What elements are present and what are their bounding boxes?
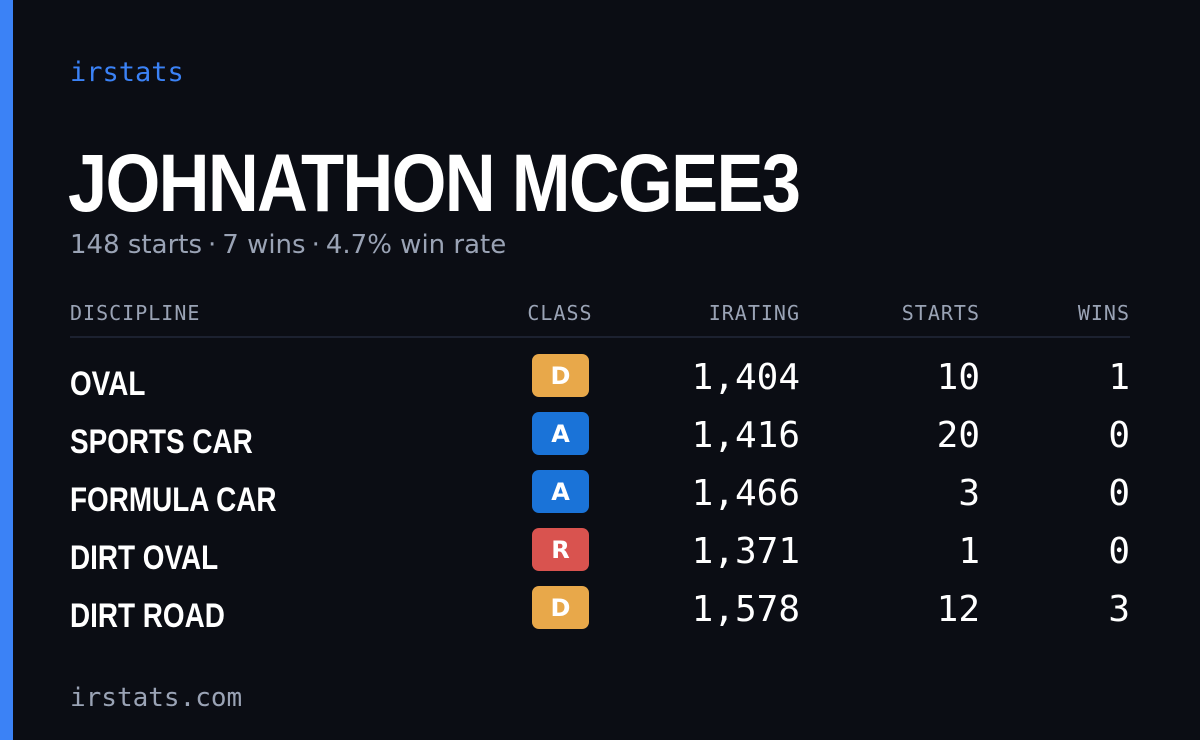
table-row: SPORTS CAR A 1,416 20 0 [0, 408, 1200, 466]
class-badge: R [532, 528, 589, 571]
accent-bar [0, 0, 13, 740]
header-divider [70, 336, 1130, 338]
table-row: OVAL D 1,404 10 1 [0, 350, 1200, 408]
discipline-name: OVAL [70, 365, 146, 403]
discipline-table: OVAL D 1,404 10 1 SPORTS CAR A 1,416 20 … [0, 350, 1200, 640]
discipline-name: DIRT ROAD [70, 597, 225, 635]
table-row: DIRT ROAD D 1,578 12 3 [0, 582, 1200, 640]
separator: · [208, 230, 217, 260]
header-discipline: DISCIPLINE [70, 301, 201, 325]
starts-value: 1 [958, 531, 980, 572]
driver-summary: 148 starts · 7 wins · 4.7% win rate [70, 228, 506, 262]
table-row: DIRT OVAL R 1,371 1 0 [0, 524, 1200, 582]
class-badge: A [532, 412, 589, 455]
header-starts: STARTS [901, 301, 980, 325]
wins-value: 0 [1108, 531, 1130, 572]
wins-value: 1 [1108, 357, 1130, 398]
brand-logo[interactable]: irstats [70, 57, 184, 88]
footer-url[interactable]: irstats.com [70, 683, 243, 713]
irating-value: 1,371 [691, 531, 800, 572]
class-badge: D [532, 586, 589, 629]
header-class: CLASS [527, 301, 593, 325]
wins-value: 3 [1108, 589, 1130, 630]
starts-value: 20 [936, 415, 980, 456]
driver-name: JOHNATHON MCGEE3 [68, 138, 801, 229]
header-wins: WINS [1077, 301, 1130, 325]
starts-value: 12 [936, 589, 980, 630]
wins-value: 0 [1108, 473, 1130, 514]
total-starts: 148 starts [70, 230, 202, 260]
irating-value: 1,416 [691, 415, 800, 456]
starts-value: 3 [958, 473, 980, 514]
discipline-name: SPORTS CAR [70, 423, 253, 461]
separator: · [311, 230, 320, 260]
irating-value: 1,466 [691, 473, 800, 514]
irating-value: 1,404 [691, 357, 800, 398]
wins-value: 0 [1108, 415, 1130, 456]
class-badge: A [532, 470, 589, 513]
starts-value: 10 [936, 357, 980, 398]
header-irating: IRATING [708, 301, 800, 325]
class-badge: D [532, 354, 589, 397]
discipline-name: DIRT OVAL [70, 539, 219, 577]
discipline-name: FORMULA CAR [70, 481, 277, 519]
win-rate: 4.7% win rate [325, 230, 507, 260]
total-wins: 7 wins [222, 230, 306, 260]
table-row: FORMULA CAR A 1,466 3 0 [0, 466, 1200, 524]
irating-value: 1,578 [691, 589, 800, 630]
